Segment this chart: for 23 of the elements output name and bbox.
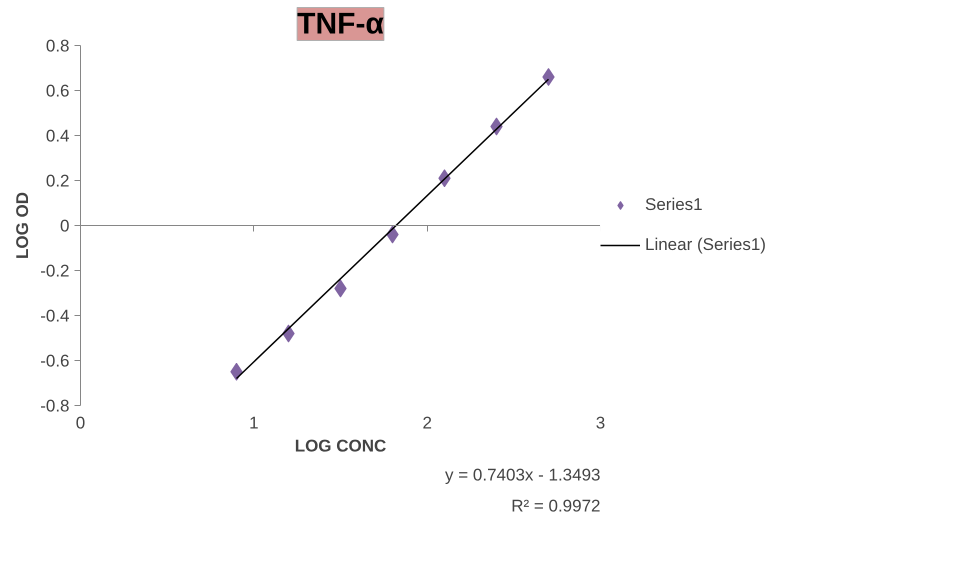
y-tick-label: 0.8 — [46, 36, 70, 56]
x-tick-label: 1 — [249, 414, 259, 432]
x-axis-title: LOG CONC — [294, 436, 386, 456]
point — [334, 280, 347, 298]
text: y = 0.7403x - 1.3493 — [445, 466, 601, 484]
legend-label: Linear (Series1) — [645, 235, 766, 255]
y-tick-label: 0.6 — [46, 82, 70, 100]
chart-title: TNF-α — [297, 8, 384, 40]
legend-label: Series1 — [645, 195, 703, 215]
x-tick-label: 3 — [596, 414, 606, 432]
point — [542, 68, 555, 86]
y-tick-label: 0 — [60, 216, 70, 236]
y-tick-label: -0.4 — [40, 306, 70, 326]
y-tick-label: -0.8 — [40, 396, 70, 416]
y-axis-title: LOG OD — [13, 192, 32, 260]
text: R² = 0.9972 — [511, 496, 601, 516]
x-tick-label: 2 — [422, 414, 432, 432]
y-tick-label: -0.6 — [40, 352, 70, 370]
y-tick-label: 0.4 — [46, 126, 70, 146]
y-tick-label: 0.2 — [46, 172, 70, 190]
x-tick-label: 0 — [76, 414, 86, 432]
point — [230, 362, 243, 381]
y-tick-label: -0.2 — [40, 262, 70, 280]
